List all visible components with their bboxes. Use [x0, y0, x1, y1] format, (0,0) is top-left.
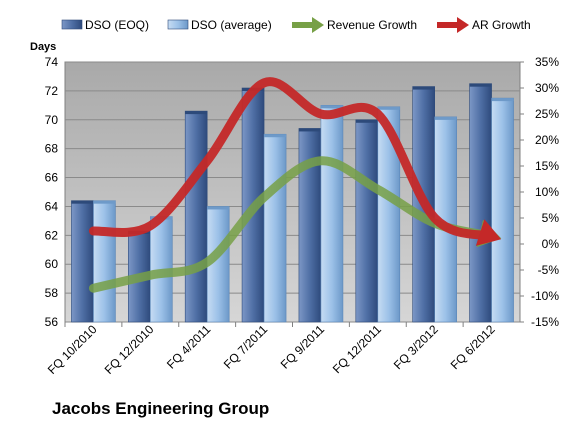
bar-dso-average	[263, 133, 287, 323]
y-tick-label: 66	[45, 171, 59, 185]
company-label: Jacobs Engineering Group	[52, 399, 270, 418]
line-ar-growth-arrowhead	[475, 219, 502, 246]
legend: DSO (EOQ) DSO (average) Revenue Growth AR G…	[61, 17, 531, 33]
legend-dso-eoq-label: DSO (EOQ)	[85, 18, 149, 32]
y2-tick-label: -5%	[538, 263, 560, 277]
x-tick-label: FQ 6/2012	[448, 322, 498, 372]
y-tick-label: 64	[45, 199, 59, 213]
bar-dso-eoq	[71, 200, 94, 323]
y-tick-label: 62	[45, 228, 59, 242]
bar-dso-average-cap	[207, 206, 230, 210]
y2-tick-label: 0%	[542, 237, 560, 251]
line-revenue-growth	[88, 156, 497, 293]
y2-tick-label: 20%	[535, 133, 559, 147]
y2-tick-label: 35%	[535, 55, 559, 69]
bar-dso-average	[491, 97, 514, 323]
legend-revenue-growth-swatch-head	[312, 17, 324, 33]
bar-dso-eoq-cap	[355, 119, 378, 123]
legend-dso-eoq: DSO (EOQ)	[61, 18, 149, 32]
y-tick-label: 74	[45, 55, 59, 69]
bar-dso-eoq-cap	[185, 111, 208, 115]
growth-lines	[88, 77, 502, 293]
bar-dso-average-cap	[264, 134, 287, 138]
legend-dso-eoq-swatch	[61, 19, 83, 30]
legend-revenue-growth-label: Revenue Growth	[327, 18, 417, 32]
bar-dso-eoq	[355, 119, 379, 323]
bar-dso-average-cap	[434, 116, 457, 120]
legend-dso-average-label: DSO (average)	[191, 18, 272, 32]
y2-tick-label: -10%	[531, 289, 559, 303]
y2-tick-label: 30%	[535, 81, 559, 95]
x-tick-label: FQ 9/2011	[278, 322, 328, 372]
bar-dso-average-cap	[320, 105, 343, 109]
bar-dso-eoq-cap	[71, 200, 94, 204]
bar-dso-eoq-cap	[298, 128, 321, 132]
y2-tick-label: 25%	[535, 107, 559, 121]
y-tick-label: 58	[45, 286, 59, 300]
bar-dso-average-cap	[93, 200, 116, 204]
y2-tick-label: 15%	[535, 159, 559, 173]
y-axis-label: Days	[30, 41, 56, 53]
legend-revenue-growth: Revenue Growth	[292, 17, 417, 33]
legend-ar-growth: AR Growth	[437, 17, 531, 33]
y-tick-label: 68	[45, 142, 59, 156]
legend-ar-growth-label: AR Growth	[472, 18, 531, 32]
y2-tick-label: 10%	[535, 185, 559, 199]
y-tick-label: 60	[45, 257, 59, 271]
x-tick-label: FQ 10/2010	[45, 322, 100, 377]
x-tick-label: FQ 3/2012	[391, 322, 441, 372]
bar-dso-average-cap	[377, 106, 400, 110]
x-tick-label: FQ 4/2011	[164, 322, 214, 372]
bar-dso-eoq	[184, 110, 208, 323]
bar-dso-average-cap	[491, 98, 514, 102]
x-tick-label: FQ 7/2011	[221, 322, 271, 372]
bar-dso-eoq-cap	[469, 83, 492, 87]
x-tick-label: FQ 12/2011	[330, 322, 384, 376]
legend-dso-average: DSO (average)	[167, 18, 272, 32]
legend-ar-growth-swatch-head	[457, 17, 469, 33]
bar-dso-eoq-cap	[412, 86, 435, 90]
y-tick-label: 70	[45, 113, 59, 127]
bar-dso-average	[93, 200, 116, 323]
y-tick-label: 72	[45, 84, 59, 98]
bar-dso-average	[320, 105, 344, 323]
y2-tick-label: -15%	[531, 315, 559, 329]
line-ar-growth	[88, 77, 497, 241]
legend-dso-average-swatch	[167, 19, 189, 30]
x-tick-label: FQ 12/2010	[102, 322, 157, 377]
y-tick-label: 56	[45, 315, 59, 329]
y2-tick-label: 5%	[542, 211, 560, 225]
bar-dso-eoq	[469, 83, 492, 323]
